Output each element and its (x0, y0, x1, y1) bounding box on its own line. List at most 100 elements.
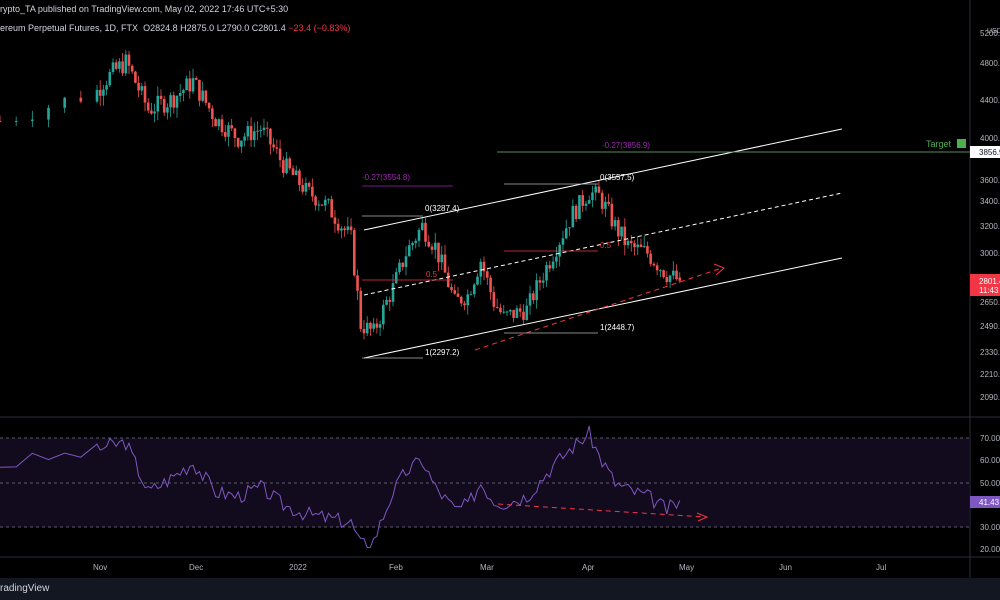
candle-body (314, 196, 317, 206)
candle-body (169, 95, 172, 108)
candle-body (162, 98, 166, 113)
ohlc-h-label: H (180, 23, 187, 33)
candle-body (352, 230, 356, 276)
ohlc-open: 2824.8 (150, 23, 178, 33)
candle-body (391, 283, 395, 302)
candle-body (95, 89, 99, 102)
candle-body (63, 97, 66, 108)
candle-body (153, 111, 156, 114)
candle-body (532, 293, 535, 301)
candle-body (623, 226, 627, 246)
candle-body (243, 136, 246, 141)
candle-body (291, 168, 295, 175)
candle-body (398, 262, 401, 273)
candle-body (430, 246, 434, 250)
candle-body (214, 119, 217, 127)
candle-body (140, 86, 144, 91)
target-label: Target (926, 139, 952, 149)
candle-body (564, 228, 568, 239)
candle-body (356, 275, 359, 291)
candle-body (636, 244, 640, 248)
channel-upper (363, 128, 843, 231)
candle-body (233, 128, 237, 138)
candle-body (207, 102, 211, 109)
candle-body (134, 71, 137, 83)
channel-middle (363, 192, 843, 296)
candle-body (298, 170, 301, 186)
countdown-label: 11:43 (979, 286, 999, 295)
candle-body (555, 256, 558, 262)
candle-body (317, 204, 321, 206)
target-price-label: 3856.9 (979, 148, 1000, 157)
candle-body (443, 254, 447, 273)
candle-body (561, 238, 565, 245)
candle-body (401, 262, 405, 268)
candle-body (211, 108, 214, 120)
candle-body (146, 102, 150, 111)
candle-body (143, 86, 147, 103)
candle-body (259, 130, 263, 132)
candle-body (166, 107, 169, 113)
price-tick: 2650.0 (980, 298, 1000, 307)
price-tick: 4800.0 (980, 59, 1000, 68)
candle-body (463, 303, 466, 306)
time-tick: Dec (189, 563, 203, 572)
target-check-icon (957, 139, 966, 148)
candle-body (629, 240, 633, 244)
candle-body (594, 186, 597, 193)
candle-body (369, 322, 372, 329)
candle-body (311, 186, 314, 197)
candle-body (333, 217, 337, 224)
candle-body (346, 226, 350, 231)
candle-body (489, 277, 492, 293)
candle-body (185, 78, 188, 91)
candle-body (256, 130, 259, 132)
candle-body (156, 95, 160, 112)
candle-body (469, 294, 473, 296)
candle-body (404, 256, 408, 268)
candle-body (515, 308, 519, 318)
candle-body (278, 148, 282, 161)
candle-body (584, 203, 588, 206)
candle-body (217, 119, 221, 127)
candle-body (182, 90, 185, 93)
rsi-tick: 50.00 (980, 479, 1000, 488)
candle-body (613, 220, 617, 227)
candle-body (642, 246, 646, 248)
candle-body (121, 61, 124, 74)
candle-body (194, 78, 198, 80)
candle-body (304, 183, 308, 192)
candle-body (320, 204, 324, 206)
candle-body (678, 277, 682, 281)
candle-body (411, 242, 414, 246)
candle-body (340, 228, 343, 231)
candle-body (307, 183, 311, 187)
candle-body (375, 323, 379, 328)
candle-body (282, 160, 285, 174)
candle-body (597, 186, 601, 193)
candle-body (394, 272, 398, 284)
symbol-line: ereum Perpetual Futures, 1D, FTX O2824.8… (0, 23, 350, 33)
candle-body (114, 62, 118, 69)
symbol-title: ereum Perpetual Futures, 1D, FTX (0, 23, 139, 33)
fib-label: 0.5 (600, 241, 612, 250)
candle-body (175, 95, 179, 108)
time-tick: Feb (389, 563, 403, 572)
candle-body (178, 92, 182, 96)
rsi-tick: 70.00 (980, 434, 1000, 443)
fib-label: 1(2297.2) (425, 348, 460, 357)
candle-body (512, 309, 515, 318)
candle-body (502, 311, 506, 313)
price-tick: 4000.0 (980, 134, 1000, 143)
candle-body (262, 127, 266, 131)
candle-body (662, 270, 665, 278)
price-tick: 2210.0 (980, 370, 1000, 379)
price-tick: 3200.0 (980, 222, 1000, 231)
candle-body (330, 199, 334, 218)
candle-body (108, 71, 112, 86)
rsi-value-badge (970, 496, 1000, 508)
candle-body (359, 290, 363, 329)
candle-body (378, 324, 382, 328)
candle-body (668, 275, 672, 283)
candle-body (269, 128, 272, 145)
